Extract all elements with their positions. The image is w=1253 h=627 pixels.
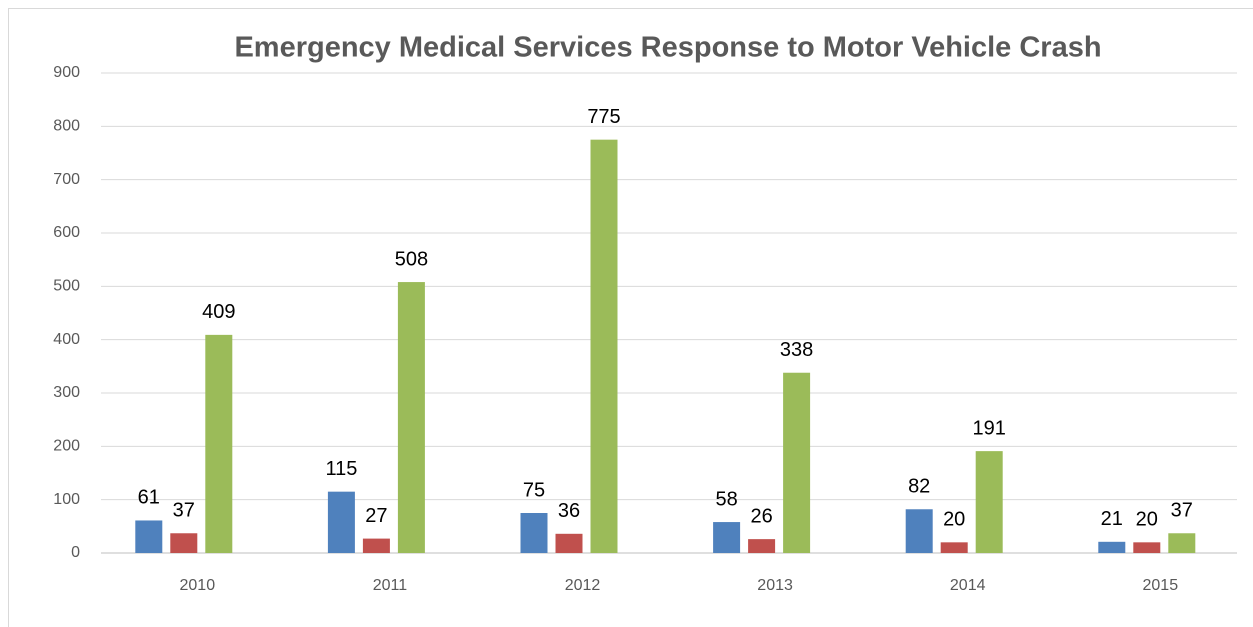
data-label: 61 (138, 487, 160, 509)
y-tick-label: 300 (53, 384, 80, 401)
data-label: 775 (587, 106, 620, 128)
x-tick-label: 2014 (950, 577, 986, 594)
x-tick-label: 2015 (1143, 577, 1179, 594)
y-tick-label: 600 (53, 224, 80, 241)
data-label: 82 (908, 476, 930, 498)
y-tick-label: 800 (53, 118, 80, 135)
data-label: 37 (1171, 500, 1193, 522)
chart-title: Emergency Medical Services Response to M… (234, 32, 1101, 64)
data-label: 191 (973, 417, 1006, 439)
data-label: 21 (1101, 508, 1123, 530)
bar (1098, 541, 1126, 553)
bar (362, 538, 390, 553)
bar (783, 372, 811, 553)
data-label: 58 (715, 488, 737, 510)
chart-border (8, 8, 1253, 627)
data-label: 409 (202, 301, 235, 323)
data-label: 20 (1136, 509, 1158, 531)
data-label: 75 (523, 479, 545, 501)
y-tick-label: 0 (71, 544, 80, 561)
bar (327, 491, 355, 553)
bar (397, 282, 425, 553)
bar (713, 522, 741, 553)
data-label: 27 (365, 505, 387, 527)
bar (520, 513, 548, 553)
bar (590, 139, 618, 553)
bar (905, 509, 933, 553)
y-tick-label: 500 (53, 278, 80, 295)
x-tick-label: 2012 (565, 577, 601, 594)
data-label: 26 (750, 505, 772, 527)
y-tick-label: 900 (53, 64, 80, 81)
x-tick-label: 2010 (180, 577, 216, 594)
bar (975, 451, 1003, 553)
data-label: 37 (173, 500, 195, 522)
data-label: 508 (395, 248, 428, 270)
x-tick-label: 2011 (373, 577, 408, 594)
bar (170, 533, 198, 553)
bar (135, 520, 163, 553)
data-label: 20 (943, 509, 965, 531)
data-label: 115 (325, 458, 357, 480)
bar (940, 542, 968, 553)
y-tick-label: 200 (53, 438, 80, 455)
bar (205, 334, 233, 553)
bar (1168, 533, 1196, 553)
data-label: 338 (780, 339, 813, 361)
y-tick-label: 100 (53, 491, 80, 508)
x-tick-label: 2013 (757, 577, 793, 594)
y-tick-label: 700 (53, 171, 80, 188)
bar (555, 533, 583, 553)
data-label: 36 (558, 500, 580, 522)
bar (748, 539, 776, 553)
bar (1133, 542, 1161, 553)
y-tick-label: 400 (53, 331, 80, 348)
